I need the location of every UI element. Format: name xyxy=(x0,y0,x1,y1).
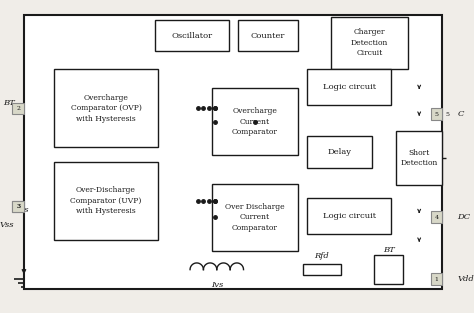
Text: Oscillator: Oscillator xyxy=(172,32,212,40)
Text: 3: 3 xyxy=(16,204,20,209)
Text: BT: BT xyxy=(3,99,15,106)
Bar xyxy=(12,201,24,212)
Text: C: C xyxy=(457,110,464,118)
Bar xyxy=(308,136,373,168)
Text: 2: 2 xyxy=(16,106,20,111)
Text: Overcharge
Current
Comparator: Overcharge Current Comparator xyxy=(232,107,278,136)
Text: 5: 5 xyxy=(446,111,450,116)
Text: Logic circuit: Logic circuit xyxy=(323,83,376,91)
Text: Over Discharge
Current
Comparator: Over Discharge Current Comparator xyxy=(225,203,285,232)
Text: DC: DC xyxy=(457,213,471,221)
Text: Over-Discharge
Comparator (UVP)
with Hysteresis: Over-Discharge Comparator (UVP) with Hys… xyxy=(70,187,142,215)
Text: 4: 4 xyxy=(434,215,438,220)
Bar xyxy=(238,20,298,51)
Text: BT: BT xyxy=(383,246,394,254)
Text: Ivs: Ivs xyxy=(210,281,223,289)
Bar xyxy=(12,201,24,212)
Bar xyxy=(431,274,442,285)
Text: Short
Detection: Short Detection xyxy=(401,149,438,167)
Text: Vss: Vss xyxy=(0,221,14,229)
Text: Counter: Counter xyxy=(251,32,285,40)
Bar xyxy=(212,184,298,250)
Bar xyxy=(303,264,341,275)
Bar xyxy=(55,162,157,240)
Bar xyxy=(155,20,229,51)
Text: Vss: Vss xyxy=(14,207,29,214)
Bar xyxy=(308,198,392,234)
Bar xyxy=(431,108,442,120)
Bar xyxy=(55,69,157,147)
Text: Delay: Delay xyxy=(328,148,352,156)
Bar xyxy=(374,255,403,284)
Bar xyxy=(12,103,24,114)
Text: Charger
Detection
Circuit: Charger Detection Circuit xyxy=(351,28,388,57)
Text: Logic circuit: Logic circuit xyxy=(323,212,376,220)
Bar xyxy=(396,131,442,185)
Bar xyxy=(331,17,408,69)
Text: 1: 1 xyxy=(434,277,438,282)
Text: 5: 5 xyxy=(434,111,438,116)
Text: Rfd: Rfd xyxy=(314,252,329,260)
Text: Vdd: Vdd xyxy=(457,275,474,283)
Bar xyxy=(431,211,442,223)
Bar xyxy=(308,69,392,105)
Bar xyxy=(212,88,298,155)
Text: 3: 3 xyxy=(16,204,20,209)
Text: Overcharge
Comparator (OVP)
with Hysteresis: Overcharge Comparator (OVP) with Hystere… xyxy=(71,94,141,123)
